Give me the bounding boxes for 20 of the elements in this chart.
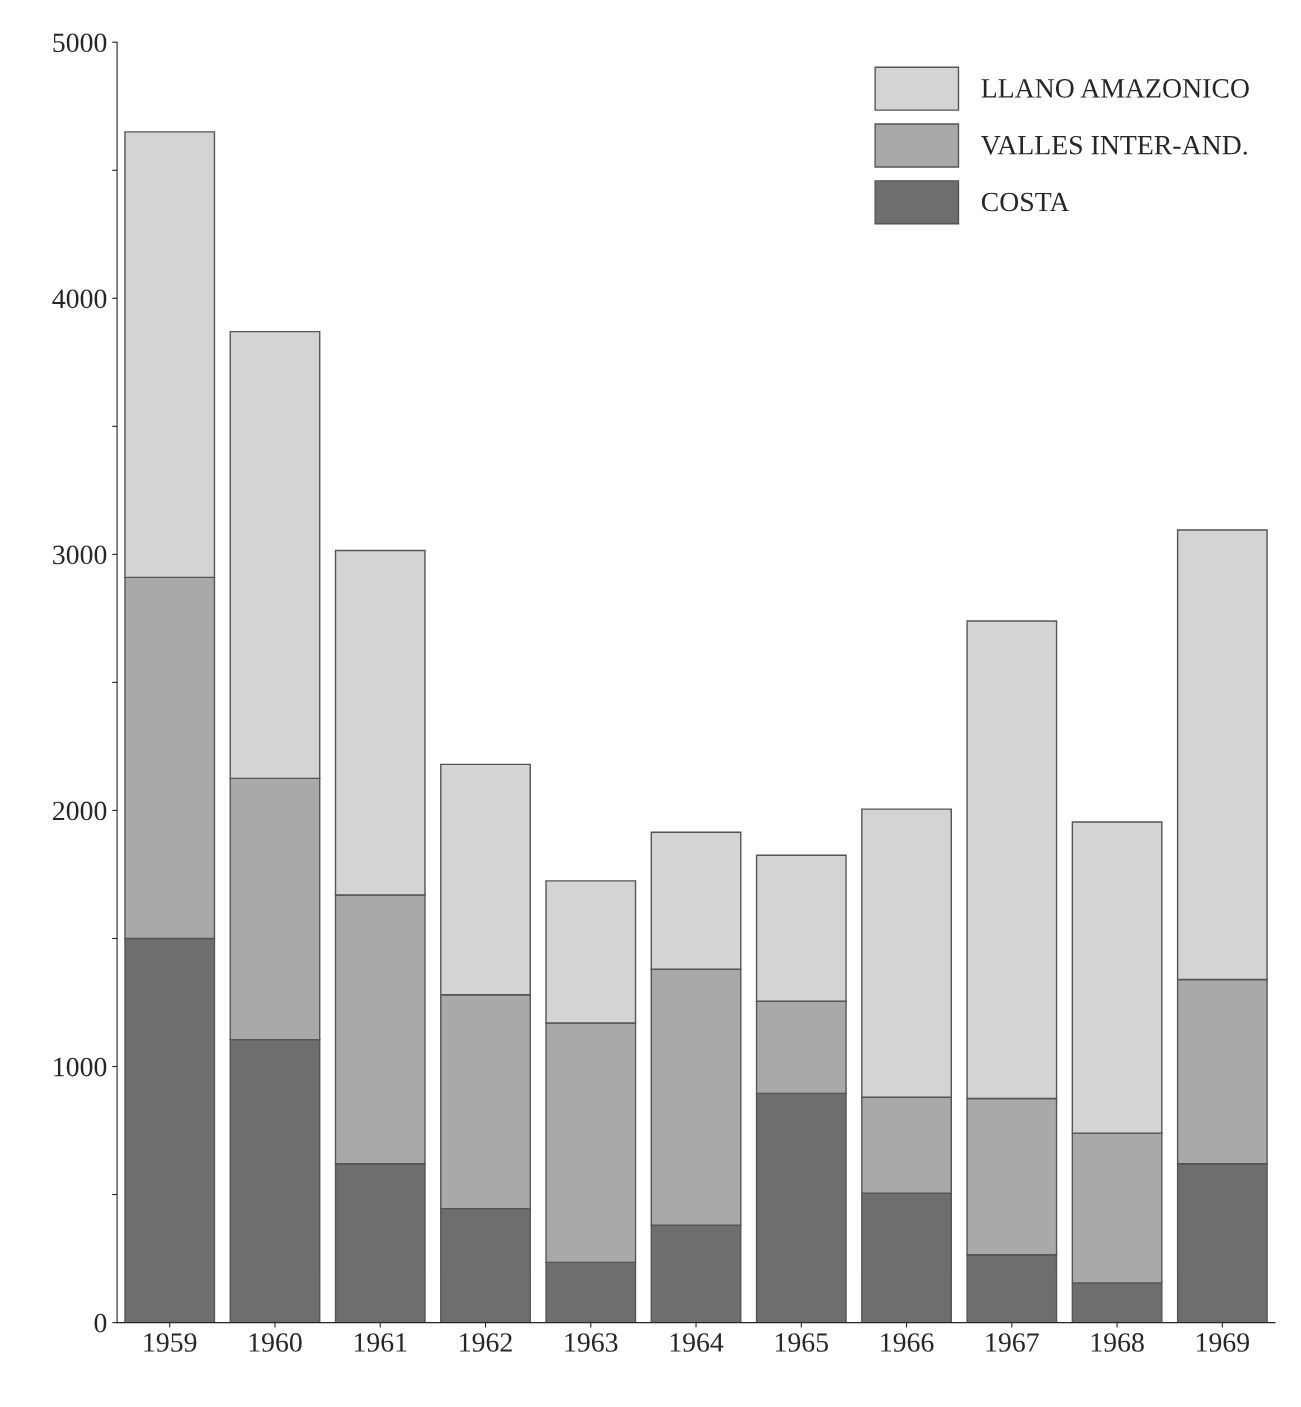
legend-label: VALLES INTER-AND.: [981, 135, 1247, 155]
x-tick-label: 1966: [881, 1333, 934, 1352]
y-tick-label: 3000: [53, 545, 107, 565]
y-tick-label: 2000: [53, 801, 107, 821]
x-tick-label: 1968: [1091, 1333, 1144, 1352]
x-tick-label: 1962: [460, 1333, 512, 1352]
legend-label: COSTA: [981, 192, 1070, 212]
y-tick-label: 5000: [53, 33, 107, 53]
x-tick-label: 1961: [354, 1333, 407, 1352]
x-tick-label: 1963: [565, 1333, 618, 1352]
y-tick-label: 4000: [52, 289, 107, 309]
x-tick-label: 1965: [775, 1333, 828, 1352]
x-tick-label: 1964: [670, 1333, 724, 1352]
y-tick-label: 1000: [54, 1057, 107, 1077]
x-tick-label: 1967: [986, 1333, 1039, 1352]
y-tick-label: 0: [94, 1313, 107, 1333]
legend-label: LLANO AMAZONICO: [981, 79, 1249, 98]
x-tick-label: 1959: [144, 1333, 197, 1352]
x-tick-label: 1969: [1197, 1333, 1249, 1352]
x-tick-label: 1960: [249, 1333, 302, 1352]
